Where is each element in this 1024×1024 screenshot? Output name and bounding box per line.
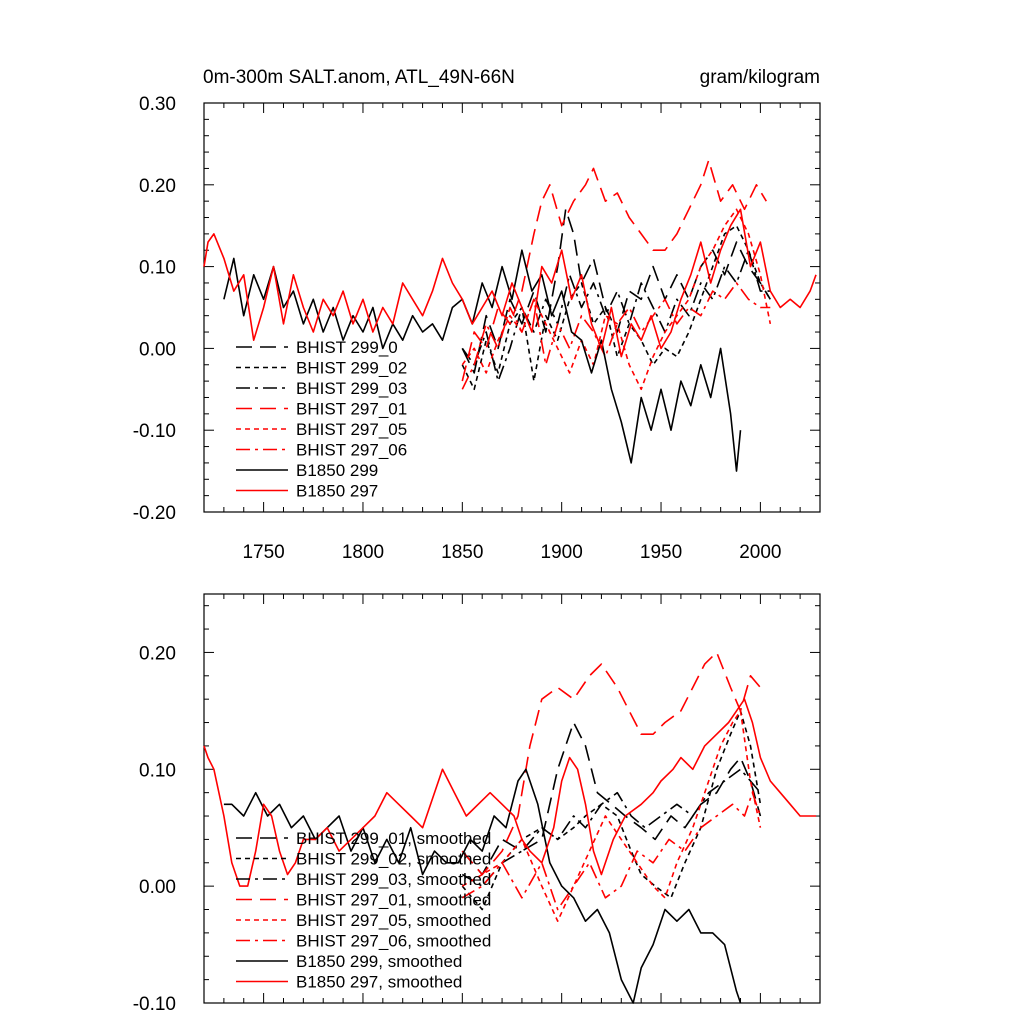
legend-label: BHIST 299_03: [296, 379, 407, 398]
series-line: [461, 710, 762, 911]
series-line: [461, 282, 771, 390]
series-line: [461, 249, 771, 382]
legend-label: BHIST 297_05, smoothed: [296, 911, 491, 930]
top-chart-panel: 0m-300m SALT.anom, ATL_49N-66N gram/kilo…: [133, 67, 821, 563]
legend-label: BHIST 297_01: [296, 400, 407, 419]
y-tick-label: 0.30: [139, 94, 176, 115]
x-tick-label: 1950: [640, 542, 682, 563]
top-plot-area: -0.20 -0.10 0.00 0.10 0.20 0.30 1750 1800 1850 19…: [133, 94, 821, 563]
legend-label: BHIST 297_05: [296, 420, 407, 439]
series-line: [203, 208, 817, 358]
legend-label: BHIST 297_01, smoothed: [296, 891, 491, 910]
legend-label: BHIST 299_01, smoothed: [296, 829, 491, 848]
y-tick-label: 0.10: [139, 258, 176, 279]
series-line: [461, 159, 767, 382]
series-line: [461, 224, 771, 391]
legend-label: BHIST 299_0: [296, 338, 398, 357]
legend-label: B1850 297: [296, 482, 378, 501]
legend-label: BHIST 297_06: [296, 441, 407, 460]
y-tick-label: 0.00: [139, 339, 176, 360]
chart-title: 0m-300m SALT.anom, ATL_49N-66N: [203, 67, 515, 88]
legend-label: B1850 299: [296, 461, 378, 480]
plot-frame: [203, 102, 821, 513]
series-line: [223, 768, 742, 1004]
y-tick-label: 0.20: [139, 176, 176, 197]
legend-label: B1850 299, smoothed: [296, 952, 462, 971]
series-line: [461, 768, 762, 887]
y-tick-label: 0.00: [139, 877, 176, 898]
y-tick-label: -0.20: [133, 503, 176, 524]
bottom-chart-panel: -0.10 0.00 0.10 0.20 BHIST 299_01, smoothed B…: [133, 593, 821, 1015]
series-line: [461, 721, 762, 876]
y-tick-label: 0.10: [139, 760, 176, 781]
bottom-plot-area: -0.10 0.00 0.10 0.20 BHIST 299_01, smoothed B…: [133, 593, 821, 1015]
series-line: [461, 208, 771, 374]
x-tick-label: 1750: [242, 542, 284, 563]
series-line: [461, 208, 772, 391]
legend-label: BHIST 299_02: [296, 359, 407, 378]
y-tick-label: -0.10: [133, 994, 176, 1015]
plot-frame: [203, 593, 821, 1004]
x-tick-label: 1850: [441, 542, 483, 563]
y-tick-label: -0.10: [133, 421, 176, 442]
x-tick-label: 1900: [541, 542, 583, 563]
series-line: [461, 710, 762, 923]
x-tick-label: 1800: [342, 542, 384, 563]
legend-label: BHIST 297_06, smoothed: [296, 932, 491, 951]
series-line: [223, 249, 742, 472]
series-line: [461, 651, 762, 876]
legend-label: BHIST 299_02, smoothed: [296, 850, 491, 869]
legend-label: BHIST 299_03, smoothed: [296, 870, 491, 889]
series-line: [461, 791, 762, 911]
y-tick-label: 0.20: [139, 643, 176, 664]
chart-units: gram/kilogram: [700, 67, 820, 88]
legend-label: B1850 297, smoothed: [296, 973, 462, 992]
x-tick-label: 2000: [739, 542, 781, 563]
